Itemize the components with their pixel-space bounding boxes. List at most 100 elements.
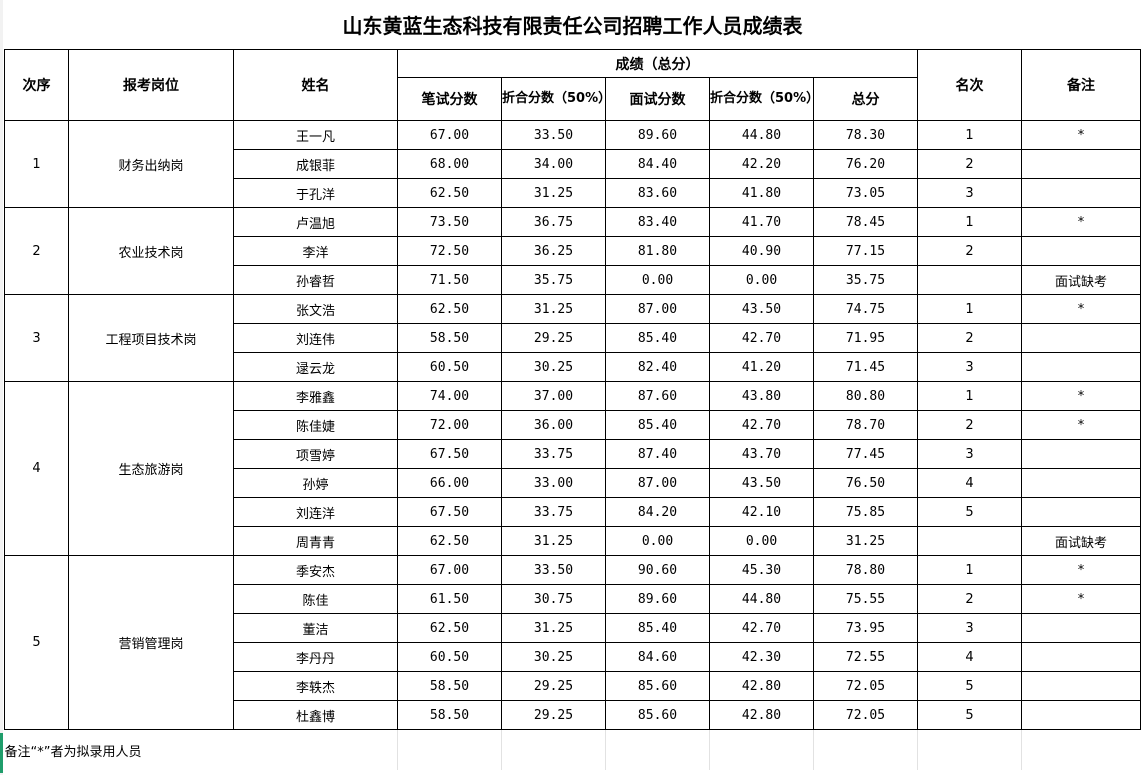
cell-written-50[interactable]: 31.25 — [501, 294, 606, 324]
cell-written[interactable]: 58.50 — [397, 671, 502, 701]
cell-name[interactable]: 李丹丹 — [233, 642, 398, 672]
cell-remark[interactable]: * — [1021, 584, 1141, 614]
cell-rank[interactable]: 2 — [917, 236, 1022, 266]
cell-total[interactable]: 78.45 — [813, 207, 918, 237]
cell-written-50[interactable]: 37.00 — [501, 381, 606, 411]
cell-written-50[interactable]: 33.75 — [501, 497, 606, 527]
cell-seq[interactable]: 2 — [4, 207, 69, 295]
cell-written-50[interactable]: 36.25 — [501, 236, 606, 266]
cell-written[interactable]: 60.50 — [397, 642, 502, 672]
cell-total[interactable]: 76.20 — [813, 149, 918, 179]
cell-rank[interactable]: 2 — [917, 410, 1022, 440]
cell-interview[interactable]: 0.00 — [605, 265, 710, 295]
cell-seq[interactable]: 3 — [4, 294, 69, 382]
cell-total[interactable]: 76.50 — [813, 468, 918, 498]
cell-name[interactable]: 成银菲 — [233, 149, 398, 179]
cell-seq[interactable]: 4 — [4, 381, 69, 556]
cell-seq[interactable]: 1 — [4, 120, 69, 208]
cell-interview[interactable]: 84.20 — [605, 497, 710, 527]
cell-rank[interactable] — [917, 526, 1022, 556]
cell-total[interactable]: 71.95 — [813, 323, 918, 353]
cell-interview[interactable]: 83.60 — [605, 178, 710, 208]
cell-total[interactable]: 78.80 — [813, 555, 918, 585]
cell-total[interactable]: 75.85 — [813, 497, 918, 527]
cell-position[interactable]: 工程项目技术岗 — [68, 294, 234, 382]
cell-remark[interactable]: * — [1021, 294, 1141, 324]
cell-remark[interactable] — [1021, 497, 1141, 527]
cell-written[interactable]: 74.00 — [397, 381, 502, 411]
cell-rank[interactable]: 5 — [917, 671, 1022, 701]
cell-remark[interactable] — [1021, 613, 1141, 643]
cell-interview-50[interactable]: 42.20 — [709, 149, 814, 179]
cell-total[interactable]: 72.05 — [813, 700, 918, 730]
cell-rank[interactable]: 2 — [917, 149, 1022, 179]
empty-cell[interactable] — [605, 729, 710, 770]
cell-interview-50[interactable]: 40.90 — [709, 236, 814, 266]
header-position[interactable]: 报考岗位 — [68, 49, 234, 121]
cell-written[interactable]: 72.50 — [397, 236, 502, 266]
cell-remark[interactable]: * — [1021, 120, 1141, 150]
cell-interview-50[interactable]: 41.80 — [709, 178, 814, 208]
cell-interview[interactable]: 87.00 — [605, 294, 710, 324]
cell-name[interactable]: 项雪婷 — [233, 439, 398, 469]
cell-written[interactable]: 62.50 — [397, 526, 502, 556]
cell-position[interactable]: 生态旅游岗 — [68, 381, 234, 556]
cell-interview-50[interactable]: 42.10 — [709, 497, 814, 527]
cell-written-50[interactable]: 29.25 — [501, 700, 606, 730]
cell-remark[interactable] — [1021, 671, 1141, 701]
cell-name[interactable]: 周青青 — [233, 526, 398, 556]
cell-written-50[interactable]: 29.25 — [501, 671, 606, 701]
cell-rank[interactable]: 3 — [917, 439, 1022, 469]
cell-total[interactable]: 80.80 — [813, 381, 918, 411]
cell-written-50[interactable]: 31.25 — [501, 178, 606, 208]
cell-interview-50[interactable]: 45.30 — [709, 555, 814, 585]
cell-interview-50[interactable]: 41.20 — [709, 352, 814, 382]
cell-position[interactable]: 财务出纳岗 — [68, 120, 234, 208]
cell-interview[interactable]: 84.60 — [605, 642, 710, 672]
cell-rank[interactable]: 2 — [917, 323, 1022, 353]
cell-remark[interactable] — [1021, 323, 1141, 353]
header-written[interactable]: 笔试分数 — [397, 77, 502, 121]
header-seq[interactable]: 次序 — [4, 49, 69, 121]
cell-remark[interactable] — [1021, 149, 1141, 179]
cell-name[interactable]: 陈佳婕 — [233, 410, 398, 440]
cell-name[interactable]: 王一凡 — [233, 120, 398, 150]
cell-written[interactable]: 67.50 — [397, 439, 502, 469]
cell-interview-50[interactable]: 43.50 — [709, 294, 814, 324]
header-name[interactable]: 姓名 — [233, 49, 398, 121]
page-title[interactable]: 山东黄蓝生态科技有限责任公司招聘工作人员成绩表 — [4, 0, 1141, 50]
cell-name[interactable]: 董洁 — [233, 613, 398, 643]
cell-interview[interactable]: 87.40 — [605, 439, 710, 469]
cell-total[interactable]: 72.05 — [813, 671, 918, 701]
empty-cell[interactable] — [813, 729, 918, 770]
cell-total[interactable]: 35.75 — [813, 265, 918, 295]
cell-interview-50[interactable]: 0.00 — [709, 526, 814, 556]
cell-interview-50[interactable]: 44.80 — [709, 584, 814, 614]
empty-cell[interactable] — [501, 729, 606, 770]
cell-written[interactable]: 67.50 — [397, 497, 502, 527]
cell-interview[interactable]: 85.40 — [605, 613, 710, 643]
cell-interview[interactable]: 81.80 — [605, 236, 710, 266]
cell-remark[interactable]: * — [1021, 381, 1141, 411]
cell-name[interactable]: 刘连洋 — [233, 497, 398, 527]
empty-cell[interactable] — [917, 729, 1022, 770]
cell-total[interactable]: 78.30 — [813, 120, 918, 150]
cell-interview[interactable]: 87.00 — [605, 468, 710, 498]
cell-written[interactable]: 72.00 — [397, 410, 502, 440]
cell-rank[interactable]: 3 — [917, 178, 1022, 208]
header-interview-50[interactable]: 折合分数（50%） — [709, 77, 814, 121]
cell-name[interactable]: 李洋 — [233, 236, 398, 266]
cell-interview-50[interactable]: 42.80 — [709, 671, 814, 701]
cell-total[interactable]: 75.55 — [813, 584, 918, 614]
cell-name[interactable]: 李轶杰 — [233, 671, 398, 701]
cell-total[interactable]: 72.55 — [813, 642, 918, 672]
cell-rank[interactable]: 5 — [917, 497, 1022, 527]
cell-written-50[interactable]: 31.25 — [501, 613, 606, 643]
header-written-50[interactable]: 折合分数（50%） — [501, 77, 606, 121]
cell-written[interactable]: 66.00 — [397, 468, 502, 498]
cell-remark[interactable]: 面试缺考 — [1021, 526, 1141, 556]
cell-written-50[interactable]: 31.25 — [501, 526, 606, 556]
cell-remark[interactable] — [1021, 468, 1141, 498]
cell-written-50[interactable]: 36.75 — [501, 207, 606, 237]
cell-interview[interactable]: 87.60 — [605, 381, 710, 411]
